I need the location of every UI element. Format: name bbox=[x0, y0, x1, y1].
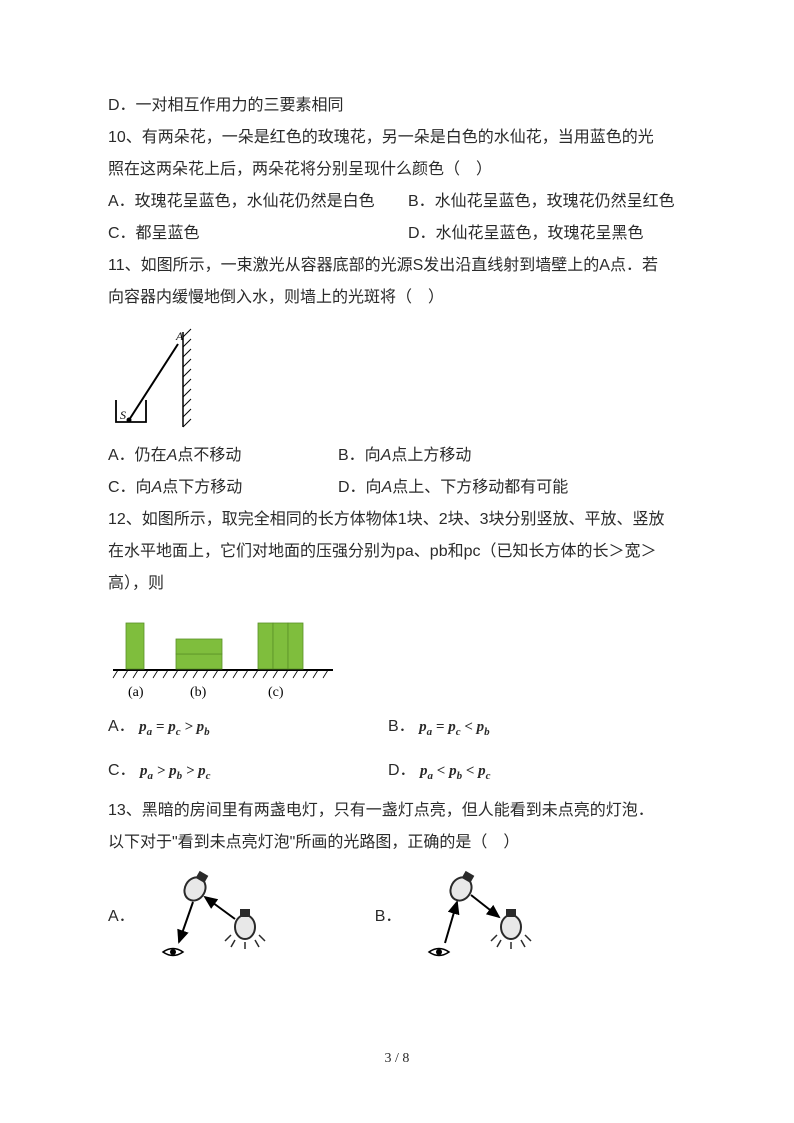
q13-option-b-label: B． bbox=[375, 901, 402, 933]
q12-option-a: A． pa = pc > pb bbox=[108, 711, 388, 743]
q10-stem-2: 照在这两朵花上后，两朵花将分别呈现什么颜色（ ） bbox=[108, 154, 686, 186]
q11-stem-1: 11、如图所示，一束激光从容器底部的光源S发出沿直线射到墙壁上的A点．若 bbox=[108, 250, 686, 282]
q12-stem-1: 12、如图所示，取完全相同的长方体物体1块、2块、3块分别竖放、平放、竖放 bbox=[108, 504, 686, 536]
q11-option-b: B．向A点上方移动 bbox=[338, 440, 471, 472]
q10-option-c: C．都呈蓝色 bbox=[108, 218, 408, 250]
q11-diagram: S A bbox=[108, 322, 686, 432]
q13-diagram-a bbox=[155, 867, 285, 967]
svg-text:(b): (b) bbox=[190, 685, 207, 700]
q13-diagram-b bbox=[421, 867, 551, 967]
q10-option-b: B．水仙花呈蓝色，玫瑰花仍然呈红色 bbox=[408, 186, 675, 218]
q12-option-b: B． pa = pc < pb bbox=[388, 711, 490, 743]
q13-option-a-label: A． bbox=[108, 901, 135, 933]
q12-diagram: (a) (b) (c) bbox=[108, 608, 686, 703]
q12-option-d: D． pa < pb < pc bbox=[388, 755, 491, 787]
q11-option-c: C．向A点下方移动 bbox=[108, 472, 338, 504]
svg-text:S: S bbox=[120, 408, 126, 422]
q12-stem-2: 在水平地面上，它们对地面的压强分别为pa、pb和pc（已知长方体的长＞宽＞ bbox=[108, 536, 686, 568]
q13-stem-1: 13、黑暗的房间里有两盏电灯，只有一盏灯点亮，但人能看到未点亮的灯泡． bbox=[108, 795, 686, 827]
q11-stem-2: 向容器内缓慢地倒入水，则墙上的光斑将（ ） bbox=[108, 282, 686, 314]
q12-option-c: C． pa > pb > pc bbox=[108, 755, 388, 787]
formula-d: pa < pb < pc bbox=[420, 763, 491, 779]
q9-option-d: D．一对相互作用力的三要素相同 bbox=[108, 90, 686, 122]
q10-option-a: A．玫瑰花呈蓝色，水仙花仍然是白色 bbox=[108, 186, 408, 218]
q13-stem-2: 以下对于"看到未点亮灯泡"所画的光路图，正确的是（ ） bbox=[108, 827, 686, 859]
q11-option-d: D．向A点上、下方移动都有可能 bbox=[338, 472, 568, 504]
svg-text:(c): (c) bbox=[268, 685, 284, 700]
svg-text:(a): (a) bbox=[128, 685, 144, 700]
q12-stem-3: 高），则 bbox=[108, 568, 686, 600]
q10-stem-1: 10、有两朵花，一朵是红色的玫瑰花，另一朵是白色的水仙花，当用蓝色的光 bbox=[108, 122, 686, 154]
formula-c: pa > pb > pc bbox=[140, 763, 211, 779]
page-footer: 3 / 8 bbox=[0, 1045, 794, 1073]
formula-a: pa = pc > pb bbox=[139, 719, 210, 735]
q10-option-d: D．水仙花呈蓝色，玫瑰花呈黑色 bbox=[408, 218, 644, 250]
q11-option-a: A．仍在A点不移动 bbox=[108, 440, 338, 472]
formula-b: pa = pc < pb bbox=[419, 719, 490, 735]
